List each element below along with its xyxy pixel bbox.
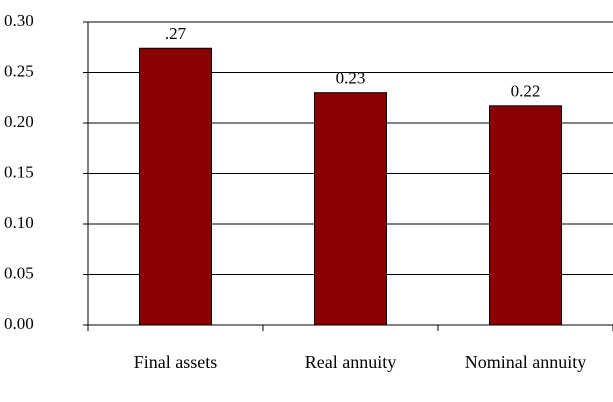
y-tick-label: 0.30 bbox=[4, 11, 34, 30]
y-tick-label: 0.05 bbox=[4, 263, 34, 282]
y-tick-label: 0.25 bbox=[4, 61, 34, 80]
x-tick-label: Nominal annuity bbox=[464, 352, 587, 372]
x-tick-label: Final assets bbox=[133, 352, 218, 372]
bar bbox=[489, 105, 562, 326]
bar bbox=[314, 92, 387, 326]
value-label: 0.22 bbox=[511, 82, 541, 101]
y-tick-label: 0.10 bbox=[4, 213, 34, 232]
x-tick-label: Real annuity bbox=[304, 352, 397, 372]
y-tick-label: 0.20 bbox=[4, 112, 34, 131]
value-label: .27 bbox=[165, 24, 187, 43]
y-tick-label: 0.00 bbox=[4, 314, 34, 333]
y-tick-label: 0.15 bbox=[4, 162, 34, 181]
bar bbox=[139, 47, 212, 326]
value-label: 0.23 bbox=[336, 69, 366, 88]
